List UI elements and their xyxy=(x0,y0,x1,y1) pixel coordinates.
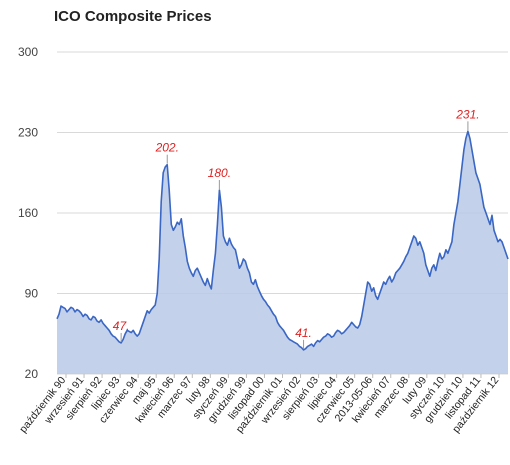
y-tick-label: 300 xyxy=(18,45,38,59)
annotation-label: 47. xyxy=(113,319,130,333)
y-tick-label: 160 xyxy=(18,206,38,220)
annotation-label: 231. xyxy=(455,107,479,121)
y-tick-label: 230 xyxy=(18,126,38,140)
series-line xyxy=(56,130,509,351)
series-area xyxy=(57,131,508,374)
y-tick-label: 20 xyxy=(25,367,39,381)
annotation-label: 41. xyxy=(295,326,312,340)
annotation-label: 202. xyxy=(155,141,179,155)
y-axis: 20 90 160 230 300 xyxy=(18,45,38,381)
y-tick-label: 90 xyxy=(25,287,39,301)
annotation-label: 180. xyxy=(208,166,231,180)
annotations: 47. 202. 180. 41. 231. xyxy=(113,107,480,349)
chart-title: ICO Composite Prices xyxy=(54,8,212,25)
